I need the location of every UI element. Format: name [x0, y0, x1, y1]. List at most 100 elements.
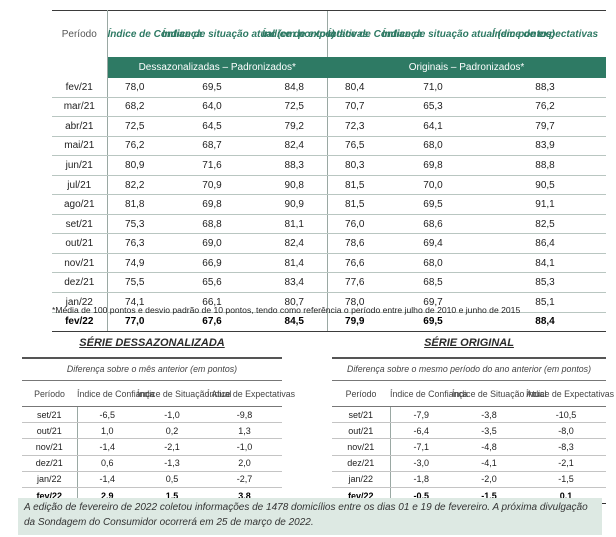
value-cell: 69,5 — [162, 78, 262, 98]
value-cell: 77,0 — [107, 312, 162, 333]
value-cell: 65,3 — [382, 97, 484, 118]
table-row: ago/21 81,8 69,8 90,9 81,5 69,5 91,1 — [52, 194, 606, 215]
period-cell: abr/21 — [52, 116, 108, 137]
table-body: fev/21 78,0 69,5 84,8 80,4 71,0 88,3 mar/21 68,2… — [52, 78, 606, 333]
value-cell: 68,6 — [382, 214, 484, 235]
value-cell: 68,2 — [107, 97, 162, 118]
value-cell: 68,8 — [162, 214, 262, 235]
value-cell: 69,5 — [382, 312, 484, 333]
value-cell: 68,5 — [382, 272, 484, 294]
column-header: Índice de Expectativas — [526, 380, 614, 407]
value-cell: -9,8 — [207, 406, 282, 424]
value-cell: 79,9 — [326, 312, 382, 333]
value-cell: 80,3 — [326, 155, 382, 176]
table-body: set/21 -7,9 -3,8 -10,5 out/21 -6,4 -3,5 -8,0 nov… — [332, 406, 606, 505]
period-cell: nov/21 — [52, 253, 108, 274]
seasonal-diff-table: Período Índice de Confiança Índice de Si… — [22, 380, 295, 505]
period-cell: nov/21 — [332, 438, 391, 456]
table-header-row: Período Índice de Confiança Índice de si… — [52, 10, 606, 57]
right-panel-title: SÉRIE ORIGINAL — [424, 337, 514, 349]
value-cell: 85,3 — [484, 272, 606, 294]
value-cell: 75,5 — [107, 272, 162, 294]
value-cell: 82,5 — [484, 214, 606, 235]
value-cell: 84,8 — [262, 78, 327, 98]
left-panel-subtitle: Diferença sobre o mês anterior (em ponto… — [22, 357, 282, 379]
group-original-label: Originais – Padronizados* — [327, 57, 606, 78]
group-seasonal-label: Dessazonalizadas – Padronizados* — [107, 57, 327, 78]
value-cell: -2,0 — [452, 471, 526, 488]
column-header: Índice de Confiança — [107, 10, 202, 57]
table-row: abr/21 72,5 64,5 79,2 72,3 64,1 79,7 — [52, 116, 606, 137]
value-cell: -1,5 — [526, 471, 606, 488]
period-cell: nov/21 — [22, 438, 78, 456]
value-cell: 67,6 — [162, 312, 262, 333]
table-row: jun/21 80,9 71,6 88,3 80,3 69,8 88,8 — [52, 155, 606, 176]
value-cell: 69,0 — [162, 233, 262, 254]
table-row: jan/22 -1,4 0,5 -2,7 — [22, 471, 282, 488]
value-cell: 79,2 — [262, 116, 327, 137]
value-cell: 81,8 — [107, 194, 162, 215]
value-cell: 76,0 — [326, 214, 382, 235]
value-cell: -6,4 — [390, 422, 452, 440]
value-cell: 69,8 — [162, 194, 262, 215]
period-cell: jan/22 — [332, 471, 391, 488]
column-header: Índice de Confiança — [326, 10, 422, 57]
column-header: Período — [332, 380, 390, 407]
column-header: Índice de Situação Atual — [452, 380, 546, 407]
period-cell: dez/21 — [22, 455, 78, 472]
table-row: fev/22 77,0 67,6 84,5 79,9 69,5 88,4 — [52, 312, 606, 333]
value-cell: 84,1 — [484, 253, 606, 274]
value-cell: 80,7 — [262, 292, 327, 313]
period-cell: jul/21 — [52, 175, 108, 196]
value-cell: 82,4 — [262, 233, 327, 254]
period-column-header: Período — [52, 10, 108, 57]
value-cell: 66,9 — [162, 253, 262, 274]
value-cell: 77,6 — [326, 272, 382, 294]
value-cell: 65,6 — [162, 272, 262, 294]
table-row: nov/21 74,9 66,9 81,4 76,6 68,0 84,1 — [52, 253, 606, 274]
value-cell: -4,8 — [452, 438, 526, 456]
value-cell: 68,0 — [382, 253, 484, 274]
value-cell: -1,3 — [137, 455, 207, 472]
value-cell: -1,8 — [390, 471, 452, 488]
period-cell: fev/22 — [52, 312, 108, 333]
table-body: set/21 -6,5 -1,0 -9,8 out/21 1,0 0,2 1,3 nov/21-… — [22, 406, 282, 505]
value-cell: 70,7 — [326, 97, 382, 118]
period-cell: dez/21 — [332, 455, 391, 472]
value-cell: -10,5 — [526, 406, 606, 424]
release-note: A edição de fevereiro de 2022 coletou in… — [18, 498, 602, 535]
value-cell: 82,4 — [262, 136, 327, 157]
band-spacer — [52, 57, 108, 78]
column-header: Período — [22, 380, 77, 407]
period-cell: set/21 — [332, 406, 391, 424]
value-cell: 0,2 — [137, 422, 207, 440]
period-cell: out/21 — [22, 422, 78, 440]
original-diff-table: Período Índice de Confiança Índice de Si… — [332, 380, 614, 505]
value-cell: 69,4 — [382, 233, 484, 254]
table-row: jul/21 82,2 70,9 90,8 81,5 70,0 90,5 — [52, 175, 606, 196]
value-cell: 83,9 — [484, 136, 606, 157]
value-cell: 83,4 — [262, 272, 327, 294]
column-header: Índice de expectativas — [262, 10, 368, 57]
table-header-row: Período Índice de Confiança Índice de Si… — [22, 380, 295, 407]
value-cell: -1,4 — [77, 438, 137, 456]
column-header: Índice de situação atual (em pontos) — [382, 10, 555, 57]
table-row: out/21 -6,4 -3,5 -8,0 — [332, 422, 606, 440]
value-cell: -4,1 — [452, 455, 526, 472]
period-cell: set/21 — [22, 406, 78, 424]
table-row: set/21 75,3 68,8 81,1 76,0 68,6 82,5 — [52, 214, 606, 235]
period-cell: fev/21 — [52, 78, 108, 98]
value-cell: -8,0 — [526, 422, 606, 440]
table-header-row: Período Índice de Confiança Índice de Si… — [332, 380, 614, 407]
value-cell: 72,3 — [326, 116, 382, 137]
group-band-row: Dessazonalizadas – Padronizados* Origina… — [52, 57, 606, 78]
value-cell: 64,1 — [382, 116, 484, 137]
table-row: set/21 -6,5 -1,0 -9,8 — [22, 406, 282, 424]
value-cell: -1,0 — [207, 438, 282, 456]
value-cell: 85,1 — [484, 292, 606, 313]
period-cell: jan/22 — [22, 471, 78, 488]
value-cell: 64,0 — [162, 97, 262, 118]
column-header: Índice de situação atual (em pontos) — [162, 10, 335, 57]
value-cell: 1,3 — [207, 422, 282, 440]
value-cell: 88,4 — [484, 312, 606, 333]
